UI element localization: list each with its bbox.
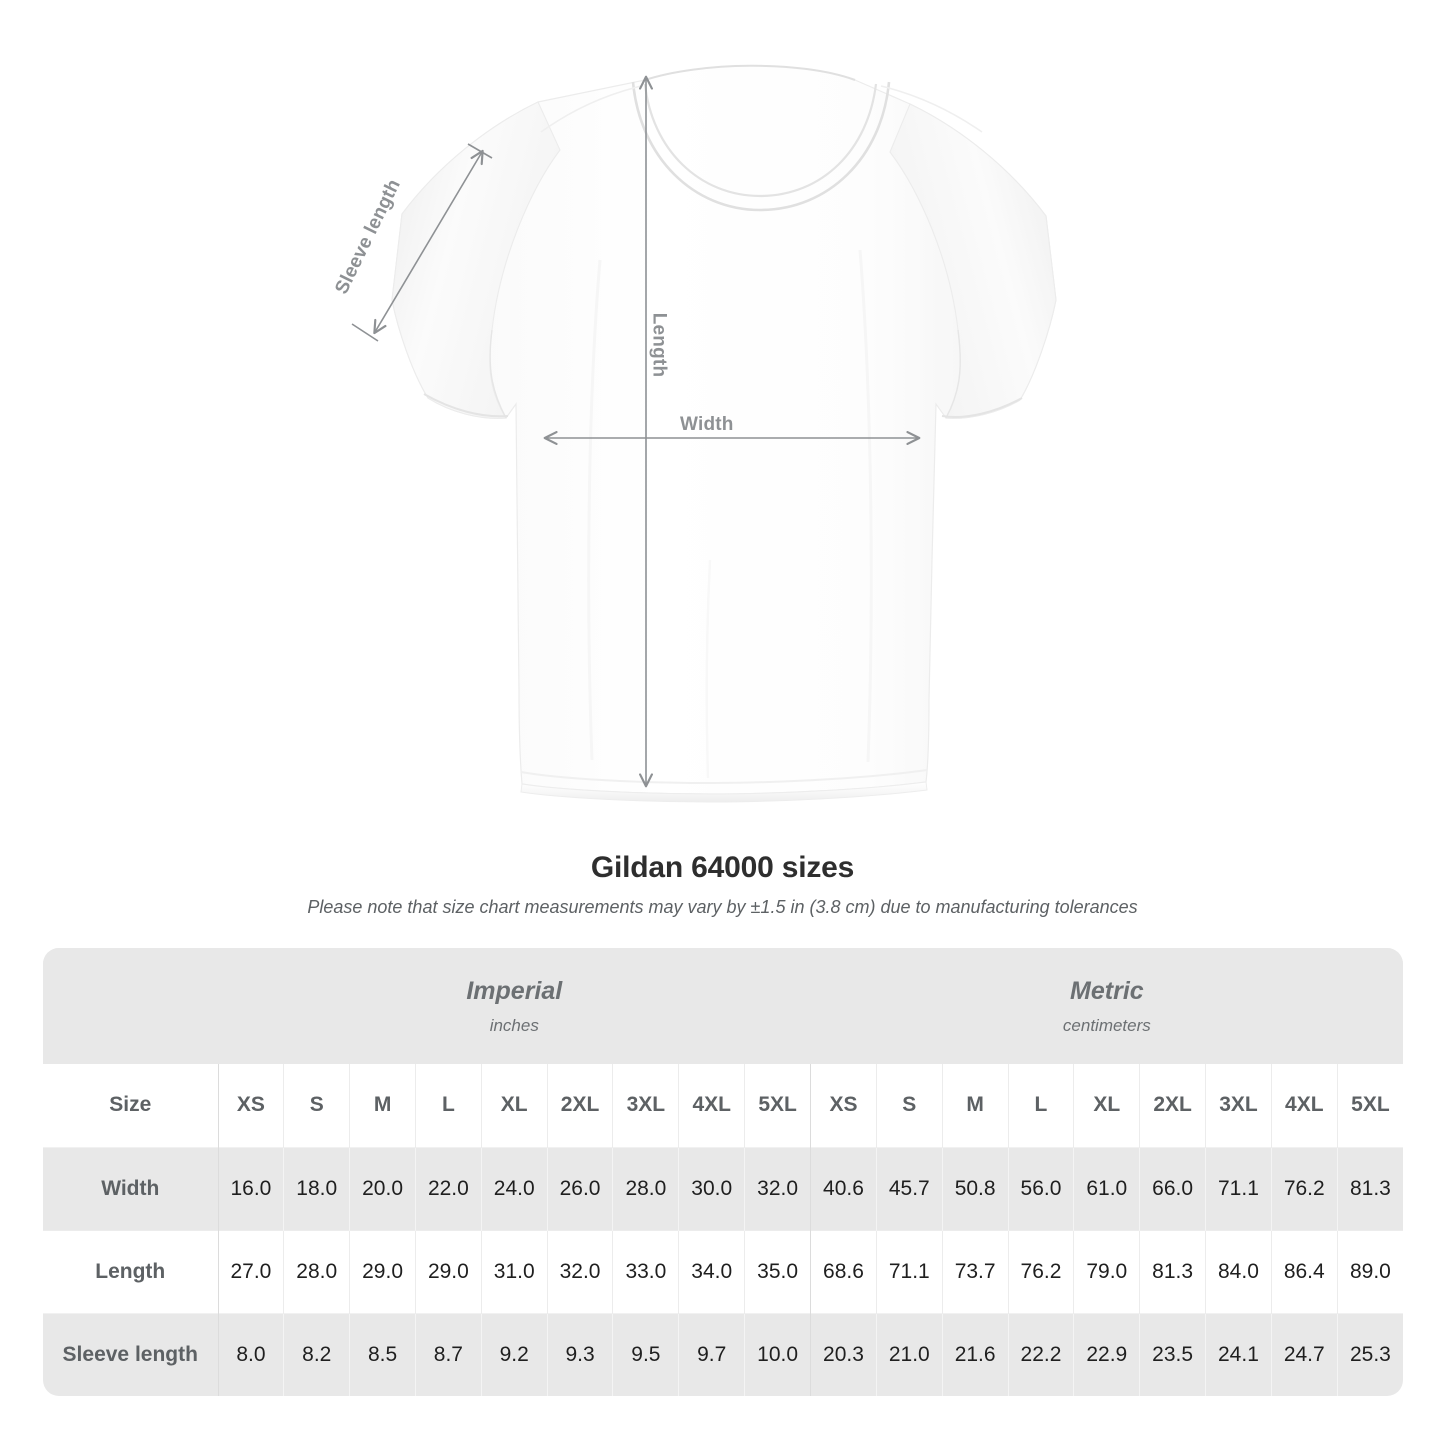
- measurement-cell-imperial-2-3: 8.7: [414, 1312, 482, 1396]
- measurement-cell-imperial-2-0: 8.0: [217, 1312, 284, 1396]
- size-header-cell-imperial-6: 3XL: [612, 1064, 679, 1147]
- sleeve-length-dimension-arrow: [375, 152, 482, 332]
- measurement-cell-imperial-1-5: 32.0: [546, 1229, 613, 1313]
- table-row: Width 16.0 18.0 20.0 22.0 24.0 26.0 28.0 30.0 32.…: [43, 1146, 1403, 1230]
- measurement-cell-metric-0-2: 50.8: [941, 1146, 1009, 1230]
- measurement-cell-metric-2-7: 24.7: [1270, 1312, 1338, 1396]
- size-header-cell-metric-8: 5XL: [1336, 1064, 1403, 1147]
- measurement-cell-metric-2-3: 22.2: [1007, 1312, 1074, 1396]
- measurement-cell-metric-2-5: 23.5: [1139, 1312, 1206, 1396]
- imperial-unit-header: Imperial inches: [218, 948, 811, 1064]
- size-header-label: Size: [43, 1064, 218, 1147]
- measurement-cell-metric-2-2: 21.6: [941, 1312, 1009, 1396]
- measurement-cell-metric-0-6: 71.1: [1205, 1146, 1272, 1230]
- measurement-cell-metric-1-2: 73.7: [941, 1229, 1009, 1313]
- unit-banner-row: Imperial inches Metric centimeters: [43, 948, 1403, 1064]
- measurement-cell-imperial-1-0: 27.0: [217, 1229, 284, 1313]
- measurement-cell-imperial-0-8: 32.0: [744, 1146, 811, 1230]
- imperial-unit-header-system: Imperial: [466, 976, 563, 1005]
- size-header-cell-imperial-8: 5XL: [744, 1064, 811, 1147]
- size-header-cell-metric-1: S: [875, 1064, 943, 1147]
- measurement-cell-metric-2-0: 20.3: [810, 1312, 877, 1396]
- tolerance-note: Please note that size chart measurements…: [307, 897, 1138, 917]
- size-header-cell-imperial-5: 2XL: [546, 1064, 613, 1147]
- measurement-cell-imperial-1-1: 28.0: [283, 1229, 350, 1313]
- size-chart-table: Imperial inches Metric centimeters Size XS S M L…: [43, 948, 1403, 1396]
- measurement-row-label-2: Sleeve length: [43, 1312, 218, 1396]
- size-header-cell-imperial-0: XS: [217, 1064, 284, 1147]
- metric-unit-header-subtitle: centimeters: [1062, 1016, 1151, 1035]
- measurement-cell-imperial-0-7: 30.0: [678, 1146, 745, 1230]
- metric-unit-header-system: Metric: [1070, 976, 1144, 1005]
- measurement-cell-imperial-2-1: 8.2: [283, 1312, 350, 1396]
- size-header-cell-imperial-3: L: [414, 1064, 482, 1147]
- measurement-cell-imperial-2-6: 9.5: [612, 1312, 679, 1396]
- table-row: Sleeve length 8.0 8.2 8.5 8.7 9.2 9.3 9.5 9.7 10.…: [43, 1312, 1403, 1396]
- measurement-cell-imperial-1-8: 35.0: [744, 1229, 811, 1313]
- measurement-cell-imperial-2-5: 9.3: [546, 1312, 613, 1396]
- size-header-cell-metric-7: 4XL: [1270, 1064, 1338, 1147]
- measurement-cell-imperial-0-5: 26.0: [546, 1146, 613, 1230]
- measurement-cell-imperial-1-7: 34.0: [678, 1229, 745, 1313]
- measurement-cell-metric-0-5: 66.0: [1139, 1146, 1206, 1230]
- size-header-cell-imperial-1: S: [283, 1064, 350, 1147]
- measurement-cell-imperial-2-7: 9.7: [678, 1312, 745, 1396]
- measurement-cell-imperial-0-3: 22.0: [414, 1146, 482, 1230]
- measurement-row-label-0: Width: [43, 1146, 218, 1230]
- table-row: Length 27.0 28.0 29.0 29.0 31.0 32.0 33.0 34.0 35…: [43, 1229, 1403, 1313]
- measurement-cell-metric-1-7: 86.4: [1270, 1229, 1338, 1313]
- size-header-cell-metric-2: M: [941, 1064, 1009, 1147]
- measurement-cell-metric-1-6: 84.0: [1205, 1229, 1272, 1313]
- metric-unit-header: Metric centimeters: [810, 948, 1403, 1064]
- measurement-cell-imperial-1-2: 29.0: [349, 1229, 416, 1313]
- measurement-cell-metric-1-8: 89.0: [1336, 1229, 1403, 1313]
- measurement-cell-imperial-0-2: 20.0: [349, 1146, 416, 1230]
- measurement-cell-metric-0-8: 81.3: [1336, 1146, 1403, 1230]
- size-header-cell-metric-3: L: [1007, 1064, 1074, 1147]
- size-header-row: Size XS S M L XL 2XL 3XL 4XL 5XL XS S M L XL 2XL 3XL 4XL 5…: [43, 1064, 1403, 1147]
- size-header-cell-metric-4: XL: [1073, 1064, 1140, 1147]
- measurement-cell-imperial-2-4: 9.2: [480, 1312, 548, 1396]
- length-label: Length: [648, 312, 670, 378]
- measurement-cell-metric-2-4: 22.9: [1073, 1312, 1140, 1396]
- measurement-cell-metric-1-0: 68.6: [810, 1229, 877, 1313]
- size-header-cell-metric-0: XS: [810, 1064, 877, 1147]
- measurement-cell-imperial-1-6: 33.0: [612, 1229, 679, 1313]
- measurement-cell-metric-1-3: 76.2: [1007, 1229, 1074, 1313]
- measurement-cell-metric-1-5: 81.3: [1139, 1229, 1206, 1313]
- size-header-cell-metric-6: 3XL: [1205, 1064, 1272, 1147]
- imperial-unit-header-subtitle: inches: [489, 1016, 539, 1035]
- measurement-cell-imperial-2-2: 8.5: [349, 1312, 416, 1396]
- measurement-cell-metric-2-6: 24.1: [1205, 1312, 1272, 1396]
- measurement-cell-metric-0-3: 56.0: [1007, 1146, 1074, 1230]
- measurement-cell-metric-0-7: 76.2: [1270, 1146, 1338, 1230]
- measurement-cell-metric-1-1: 71.1: [875, 1229, 943, 1313]
- measurement-cell-metric-0-4: 61.0: [1073, 1146, 1140, 1230]
- width-label: Width: [680, 414, 734, 435]
- size-header-cell-metric-5: 2XL: [1139, 1064, 1206, 1147]
- measurement-cell-imperial-0-0: 16.0: [217, 1146, 284, 1230]
- page-title: Gildan 64000 sizes: [590, 851, 855, 884]
- size-header-cell-imperial-2: M: [349, 1064, 416, 1147]
- garment-diagram: Sleeve length Length Width: [331, 64, 1057, 803]
- measurement-cell-imperial-0-1: 18.0: [283, 1146, 350, 1230]
- tshirt-illustration: [351, 64, 1057, 803]
- measurement-cell-metric-2-1: 21.0: [875, 1312, 943, 1396]
- size-header-cell-imperial-4: XL: [480, 1064, 548, 1147]
- size-header-cell-imperial-7: 4XL: [678, 1064, 745, 1147]
- measurement-cell-imperial-2-8: 10.0: [744, 1312, 811, 1396]
- measurement-cell-imperial-0-6: 28.0: [612, 1146, 679, 1230]
- measurement-cell-metric-0-0: 40.6: [810, 1146, 877, 1230]
- measurement-cell-metric-0-1: 45.7: [875, 1146, 943, 1230]
- measurement-row-label-1: Length: [43, 1229, 218, 1313]
- measurement-cell-imperial-1-4: 31.0: [480, 1229, 548, 1313]
- measurement-cell-imperial-0-4: 24.0: [480, 1146, 548, 1230]
- size-chart-table-container: Imperial inches Metric centimeters Size XS S M L…: [43, 948, 1403, 1396]
- measurement-cell-imperial-1-3: 29.0: [414, 1229, 482, 1313]
- measurement-cell-metric-1-4: 79.0: [1073, 1229, 1140, 1313]
- measurement-cell-metric-2-8: 25.3: [1336, 1312, 1403, 1396]
- unit-banner-spacer: [43, 948, 218, 1064]
